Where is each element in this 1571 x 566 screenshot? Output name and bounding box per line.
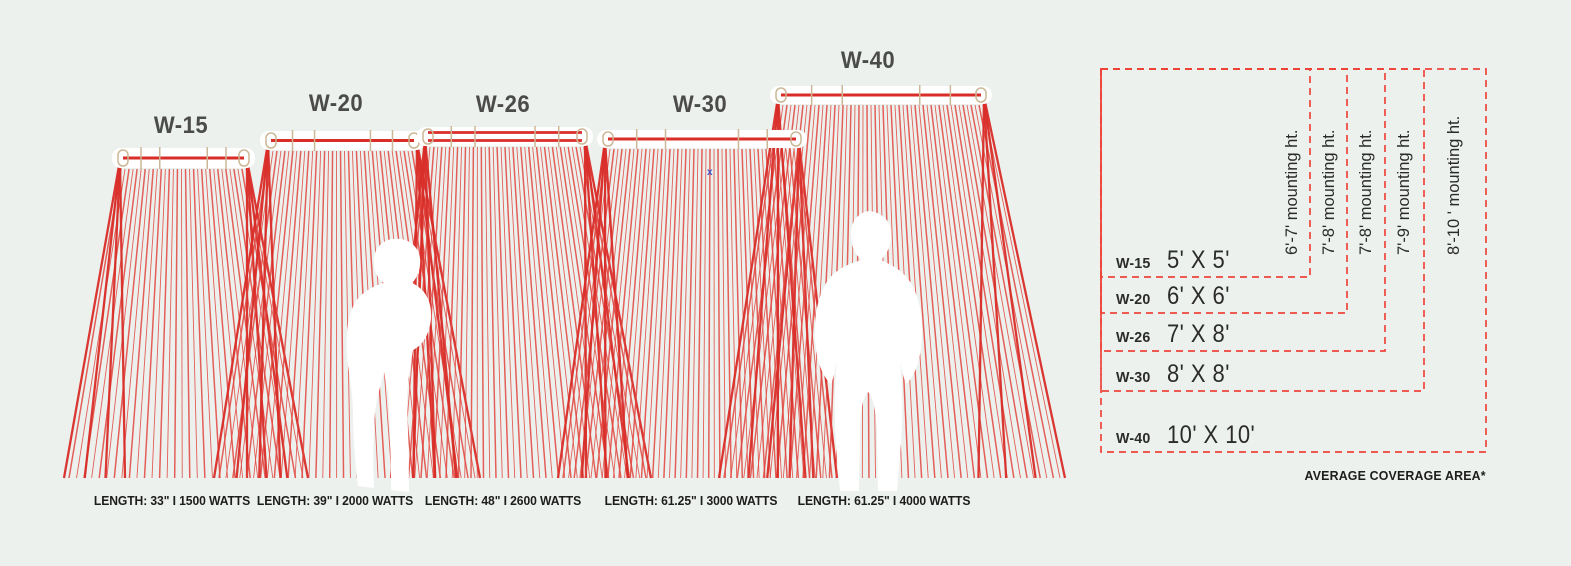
coverage-row-area: 8' X 8' bbox=[1167, 360, 1231, 388]
coverage-row-model: W-26 bbox=[1116, 329, 1151, 346]
coverage-row-w-30: W-30 8' X 8' bbox=[1116, 360, 1239, 390]
spec-label-w-40: LENGTH: 61.25" I 4000 WATTS bbox=[797, 494, 971, 508]
coverage-row-w-15: W-15 5' X 5' bbox=[1116, 246, 1239, 276]
panel-title-w-20: W-20 bbox=[308, 90, 364, 117]
coverage-row-model: W-15 bbox=[1116, 255, 1151, 272]
person-silhouette-small bbox=[346, 238, 432, 492]
coverage-box-w-15 bbox=[1100, 68, 1311, 278]
coverage-row-area: 5' X 5' bbox=[1167, 246, 1231, 274]
coverage-row-area: 10' X 10' bbox=[1167, 421, 1256, 449]
heater-unit-w-30 bbox=[597, 129, 807, 149]
spec-label-w-15: LENGTH: 33" I 1500 WATTS bbox=[93, 494, 251, 508]
mounting-ht-label-w-26: 7'-8' mounting ht. bbox=[1356, 129, 1375, 255]
coverage-row-w-26: W-26 7' X 8' bbox=[1116, 320, 1239, 350]
table-footnote: AVERAGE COVERAGE AREA* bbox=[1304, 468, 1486, 483]
mounting-ht-label-w-20: 7'-8' mounting ht. bbox=[1319, 129, 1338, 255]
coverage-box-w-40 bbox=[1100, 68, 1487, 453]
coverage-row-w-40: W-40 10' X 10' bbox=[1116, 421, 1268, 451]
heater-unit-w-20 bbox=[260, 130, 425, 151]
mounting-ht-label-w-30: 7'-9' mounting ht. bbox=[1394, 129, 1413, 255]
spec-label-w-30: LENGTH: 61.25" I 3000 WATTS bbox=[604, 494, 778, 508]
coverage-row-model: W-20 bbox=[1116, 291, 1151, 308]
spec-label-w-20: LENGTH: 39" I 2000 WATTS bbox=[256, 494, 414, 508]
coverage-row-model: W-40 bbox=[1116, 430, 1151, 447]
panel-title-w-40: W-40 bbox=[840, 47, 896, 74]
cursor-x-marker: x bbox=[707, 167, 713, 178]
panel-title-w-26: W-26 bbox=[475, 91, 531, 118]
heater-unit-w-26 bbox=[417, 126, 593, 147]
person-silhouette-large bbox=[814, 211, 923, 491]
heater-unit-w-40 bbox=[770, 85, 992, 105]
coverage-row-area: 6' X 6' bbox=[1167, 282, 1231, 310]
coverage-row-model: W-30 bbox=[1116, 369, 1151, 386]
coverage-row-area: 7' X 8' bbox=[1167, 320, 1231, 348]
coverage-row-w-20: W-20 6' X 6' bbox=[1116, 282, 1239, 312]
coverage-fan-w-15 bbox=[62, 159, 310, 479]
panel-title-w-30: W-30 bbox=[672, 91, 728, 118]
mounting-ht-label-w-40: 8'-10 ' mounting ht. bbox=[1444, 115, 1463, 255]
spec-label-w-26: LENGTH: 48" I 2600 WATTS bbox=[424, 494, 582, 508]
mounting-ht-label-w-15: 6'-7' mounting ht. bbox=[1282, 129, 1301, 255]
panel-title-w-15: W-15 bbox=[153, 112, 209, 139]
coverage-fan-w-30 bbox=[556, 140, 839, 479]
heater-unit-w-15 bbox=[112, 147, 255, 169]
